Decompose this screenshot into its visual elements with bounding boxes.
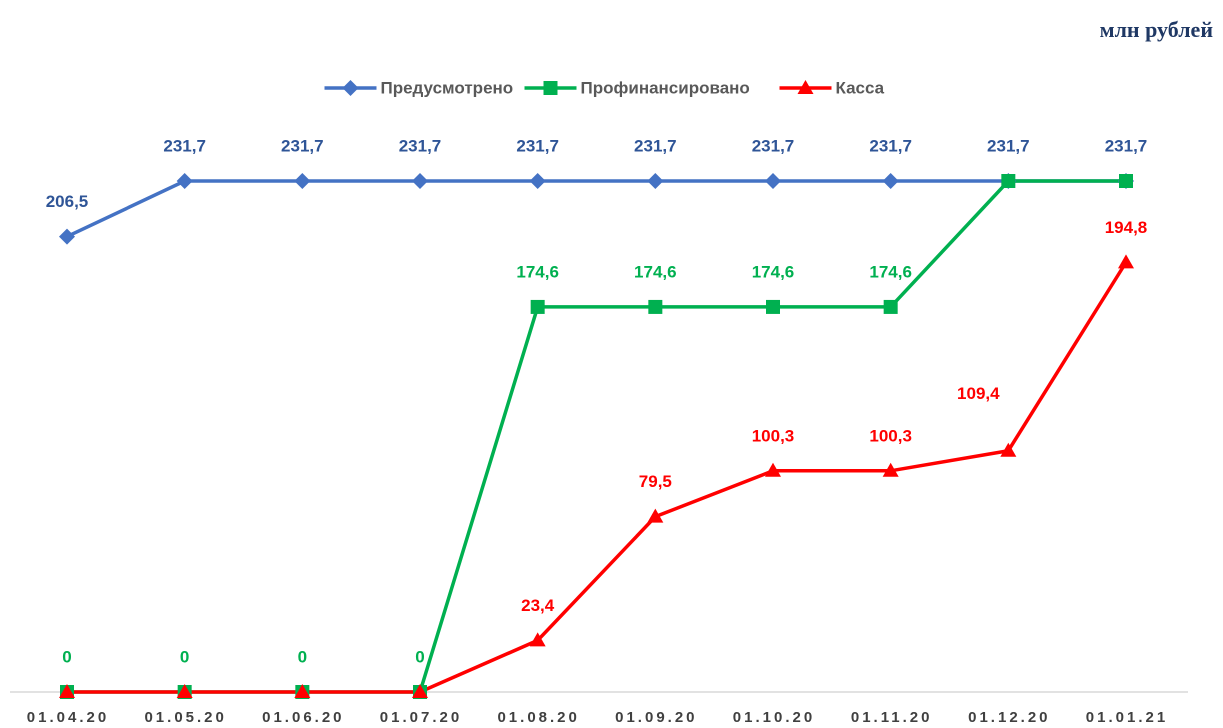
data-label: 231,7 [399, 136, 442, 155]
point [59, 228, 75, 245]
data-label: 231,7 [987, 136, 1030, 155]
x-tick-label: 01.08.20 [497, 709, 579, 726]
point [797, 80, 814, 94]
x-tick-label: 01.09.20 [615, 709, 697, 726]
chart-subtitle: млн рублей [1100, 17, 1214, 42]
point [294, 684, 311, 698]
point [412, 684, 428, 698]
point [529, 173, 546, 189]
data-label: 231,7 [1105, 136, 1148, 155]
data-label: 231,7 [752, 136, 795, 155]
legend-label: Предусмотрено [381, 78, 514, 97]
point [1000, 442, 1017, 457]
data-label: 23,4 [521, 596, 555, 615]
legend-label: Профинансировано [581, 78, 750, 97]
point [59, 684, 75, 698]
data-label: 231,7 [634, 136, 677, 155]
data-label: 100,3 [752, 426, 795, 445]
data-label: 231,7 [869, 136, 912, 155]
point [765, 173, 781, 189]
x-tick-label: 01.10.20 [733, 709, 815, 726]
point [176, 173, 193, 189]
data-label: 0 [415, 647, 424, 666]
point [647, 173, 664, 189]
x-tick-label: 01.05.20 [144, 709, 226, 726]
point [882, 173, 899, 189]
point [882, 462, 899, 477]
point [176, 684, 193, 698]
series-line [67, 179, 1126, 694]
x-tick-label: 01.06.20 [262, 709, 344, 726]
x-tick-label: 01.04.20 [27, 709, 109, 726]
data-label: 231,7 [281, 136, 324, 155]
point [529, 632, 546, 647]
data-label: 109,4 [957, 384, 1000, 403]
data-label: 79,5 [639, 472, 672, 491]
data-label: 0 [180, 647, 189, 666]
point [342, 80, 359, 96]
legend-label: Касса [836, 78, 885, 97]
point [647, 508, 664, 523]
data-label: 194,8 [1105, 218, 1148, 237]
point [1118, 254, 1134, 269]
x-tick-label: 01.11.20 [851, 709, 933, 726]
point [543, 81, 558, 95]
data-label: 100,3 [869, 426, 912, 445]
data-label: 174,6 [869, 262, 912, 281]
data-label: 174,6 [634, 262, 677, 281]
point [1001, 174, 1016, 188]
data-label: 231,7 [516, 136, 559, 155]
point [648, 299, 663, 314]
data-label: 206,5 [46, 192, 89, 211]
point [883, 299, 898, 314]
point [294, 173, 311, 189]
x-tick-label: 01.12.20 [968, 709, 1050, 726]
data-label: 231,7 [163, 136, 206, 155]
point [530, 299, 545, 314]
data-label: 0 [62, 647, 71, 666]
data-label: 0 [298, 647, 307, 666]
x-tick-label: 01.01.21 [1086, 709, 1168, 726]
point [1119, 174, 1133, 188]
point [765, 462, 781, 477]
series-line [66, 179, 1126, 239]
point [766, 299, 780, 314]
data-label: 174,6 [516, 262, 559, 281]
point [412, 173, 428, 189]
series-line [67, 261, 1128, 694]
data-label: 174,6 [752, 262, 795, 281]
x-tick-label: 01.07.20 [380, 709, 462, 726]
